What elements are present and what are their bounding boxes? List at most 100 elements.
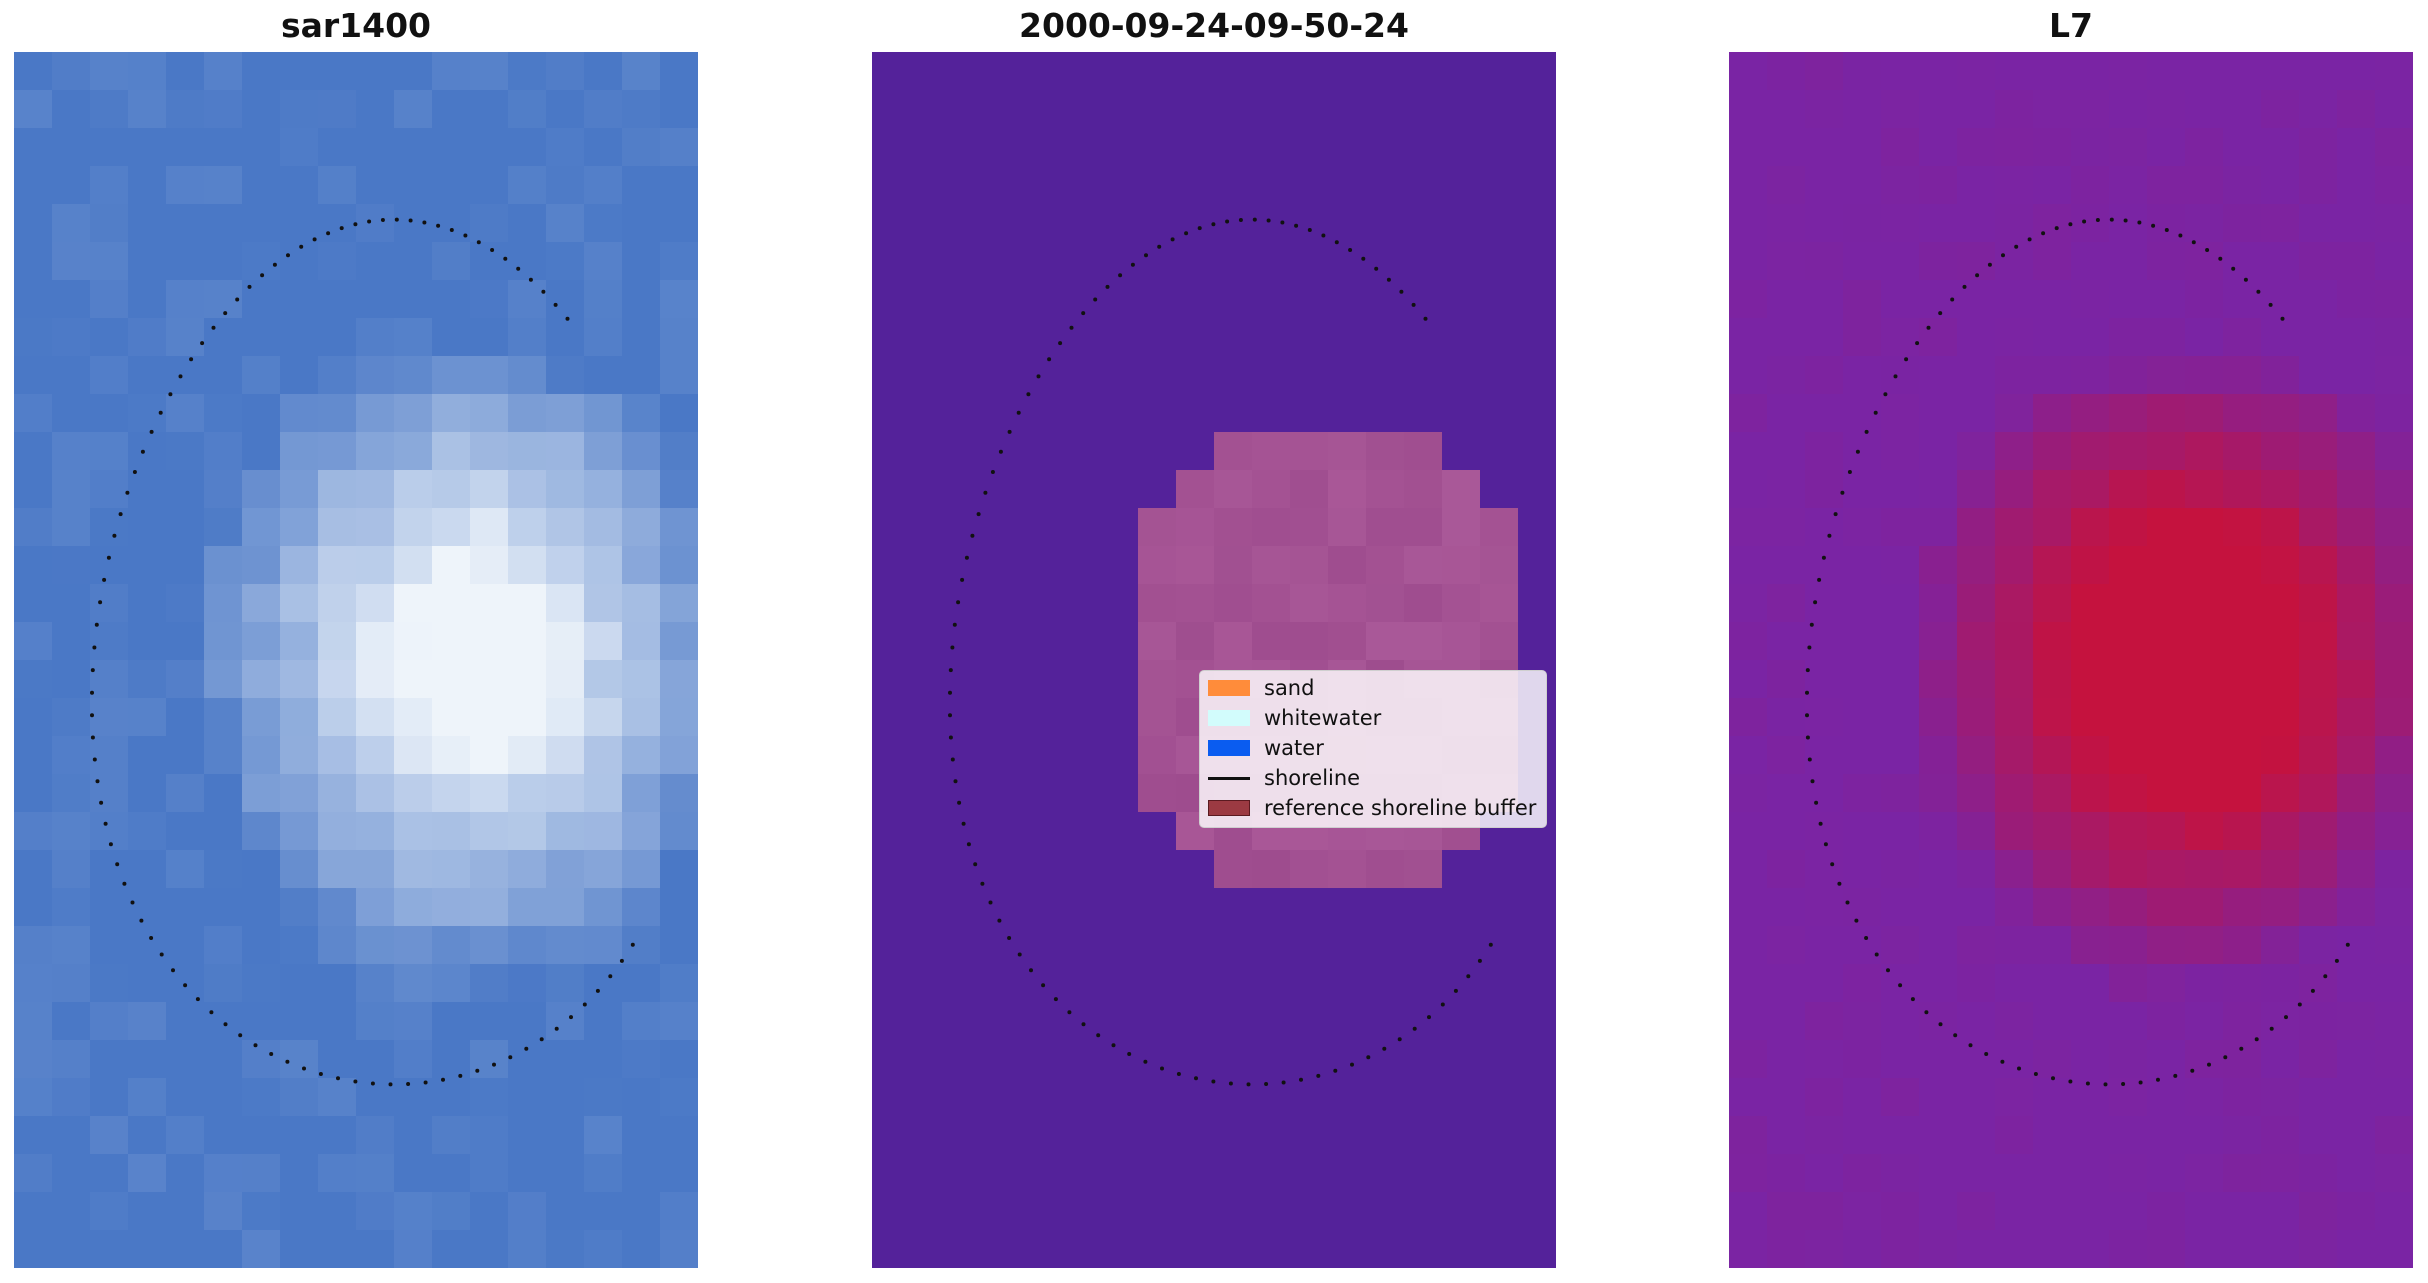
- pixel-cell: [1518, 584, 1556, 623]
- pixel-cell: [1024, 204, 1063, 243]
- pixel-cell: [1805, 394, 1844, 433]
- pixel-cell: [1480, 470, 1519, 509]
- pixel-cell: [1176, 850, 1215, 889]
- shoreline-point: [99, 800, 104, 805]
- pixel-cell: [1404, 242, 1443, 281]
- pixel-cell: [2375, 622, 2413, 661]
- pixel-cell: [1252, 1116, 1291, 1155]
- pixel-cell: [1404, 1040, 1443, 1079]
- pixel-cell: [1995, 964, 2034, 1003]
- pixel-cell: [394, 1002, 433, 1041]
- shoreline-point: [388, 1082, 393, 1087]
- pixel-cell: [318, 698, 357, 737]
- pixel-cell: [52, 1154, 91, 1193]
- pixel-cell: [2299, 280, 2338, 319]
- shoreline-point: [1399, 289, 1404, 294]
- pixel-cell: [1404, 52, 1443, 91]
- pixel-cell: [1957, 1040, 1996, 1079]
- shoreline-point: [1466, 974, 1471, 979]
- pixel-cell: [1024, 508, 1063, 547]
- pixel-cell: [280, 812, 319, 851]
- pixel-cell: [204, 1192, 243, 1231]
- pixel-cell: [318, 166, 357, 205]
- pixel-cell: [2185, 698, 2224, 737]
- pixel-cell: [1957, 1230, 1996, 1268]
- pixel-cell: [584, 356, 623, 395]
- pixel-cell: [2109, 1116, 2148, 1155]
- pixel-cell: [1214, 1154, 1253, 1193]
- pixel-cell: [546, 432, 585, 471]
- pixel-cell: [1442, 356, 1481, 395]
- pixel-cell: [1805, 774, 1844, 813]
- pixel-cell: [1442, 1230, 1481, 1268]
- pixel-cell: [1919, 1078, 1958, 1117]
- shoreline-point: [539, 1037, 544, 1042]
- pixel-cell: [910, 356, 949, 395]
- pixel-cell: [2147, 280, 2186, 319]
- pixel-cell: [2337, 52, 2376, 91]
- shoreline-point: [1488, 942, 1493, 947]
- shoreline-point: [118, 512, 123, 517]
- pixel-cell: [1919, 888, 1958, 927]
- pixel-cell: [166, 888, 205, 927]
- pixel-cell: [1881, 1116, 1920, 1155]
- pixel-cell: [1843, 546, 1882, 585]
- pixel-cell: [14, 204, 53, 243]
- pixel-cell: [2299, 470, 2338, 509]
- pixel-cell: [2299, 204, 2338, 243]
- pixel-cell: [280, 926, 319, 965]
- pixel-cell: [948, 850, 987, 889]
- pixel-cell: [948, 546, 987, 585]
- pixel-cell: [356, 432, 395, 471]
- pixel-cell: [2223, 584, 2262, 623]
- pixel-cell: [1100, 470, 1139, 509]
- pixel-cell: [1366, 280, 1405, 319]
- pixel-cell: [2109, 394, 2148, 433]
- pixel-cell: [1290, 964, 1329, 1003]
- pixel-cell: [356, 166, 395, 205]
- pixel-cell: [986, 90, 1025, 129]
- pixel-cell: [1024, 470, 1063, 509]
- pixel-cell: [1176, 1040, 1215, 1079]
- pixel-cell: [1138, 52, 1177, 91]
- pixel-cell: [2223, 1002, 2262, 1041]
- pixel-cell: [2033, 736, 2072, 775]
- pixel-cell: [1729, 128, 1768, 167]
- shoreline-point: [983, 490, 988, 495]
- pixel-cell: [910, 166, 949, 205]
- pixel-cell: [1480, 546, 1519, 585]
- pixel-cell: [872, 1002, 911, 1041]
- pixel-cell: [1729, 660, 1768, 699]
- pixel-cell: [1729, 850, 1768, 889]
- pixel-cell: [1843, 812, 1882, 851]
- pixel-cell: [1328, 622, 1367, 661]
- pixel-cell: [1881, 432, 1920, 471]
- pixel-cell: [1767, 1154, 1806, 1193]
- pixel-cell: [910, 128, 949, 167]
- pixel-cell: [872, 470, 911, 509]
- pixel-cell: [1767, 356, 1806, 395]
- pixel-cell: [242, 166, 281, 205]
- shoreline-point: [1096, 1033, 1101, 1038]
- shoreline-point: [2085, 1081, 2090, 1086]
- pixel-cell: [1024, 432, 1063, 471]
- pixel-cell: [1062, 622, 1101, 661]
- pixel-cell: [280, 584, 319, 623]
- pixel-cell: [1957, 1116, 1996, 1155]
- pixel-cell: [660, 660, 698, 699]
- shoreline-point: [2280, 316, 2285, 321]
- pixel-cell: [2299, 1154, 2338, 1193]
- pixel-cell: [318, 508, 357, 547]
- pixel-cell: [1252, 470, 1291, 509]
- pixel-cell: [2299, 432, 2338, 471]
- pixel-cell: [1100, 1154, 1139, 1193]
- pixel-cell: [2375, 1154, 2413, 1193]
- pixel-cell: [1995, 470, 2034, 509]
- pixel-cell: [1881, 736, 1920, 775]
- pixel-cell: [1881, 128, 1920, 167]
- pixel-cell: [2337, 1154, 2376, 1193]
- pixel-cell: [508, 1230, 547, 1268]
- pixel-cell: [2337, 356, 2376, 395]
- pixel-cell: [1062, 470, 1101, 509]
- pixel-cell: [1252, 52, 1291, 91]
